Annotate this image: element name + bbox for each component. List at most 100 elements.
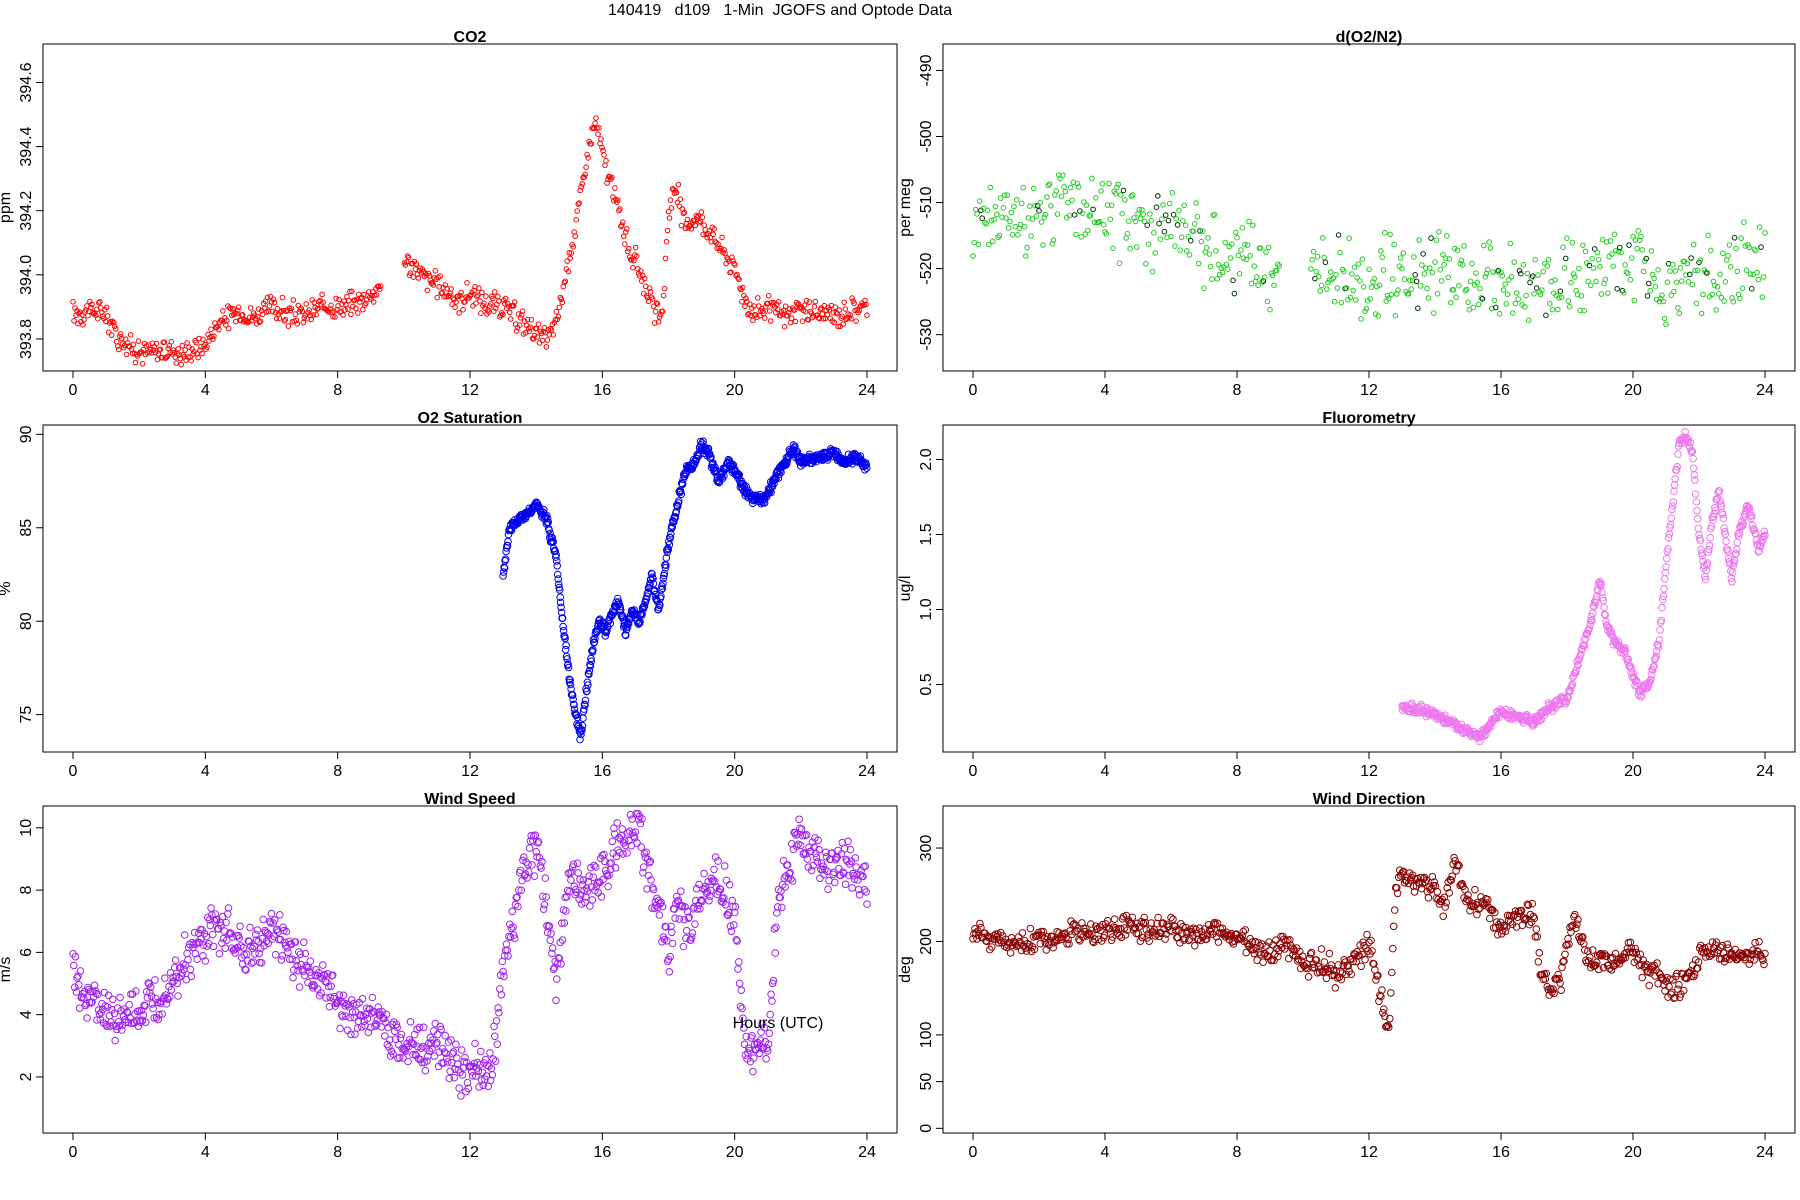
data-point (677, 196, 684, 202)
data-point (173, 360, 179, 366)
data-point (984, 207, 991, 214)
data-point (146, 988, 154, 997)
data-point (457, 1046, 466, 1054)
data-point (1714, 284, 1721, 290)
data-point (1207, 263, 1214, 270)
data-point (1748, 951, 1756, 959)
data-point (1545, 256, 1552, 263)
data-point (409, 1050, 417, 1059)
data-point (1690, 471, 1699, 479)
data-point (1498, 926, 1507, 935)
data-point (153, 340, 160, 347)
data-point (599, 144, 605, 151)
data-point (1668, 292, 1675, 299)
data-point (682, 934, 690, 943)
data-point (539, 892, 547, 901)
data-point (1746, 507, 1754, 516)
data-point (781, 323, 788, 330)
data-point (1508, 920, 1517, 929)
data-point (771, 476, 779, 484)
data-point (1673, 279, 1680, 286)
data-point (478, 310, 484, 317)
data-point (152, 349, 159, 356)
data-point (1688, 255, 1694, 261)
data-point (631, 257, 637, 264)
data-point (1557, 288, 1564, 295)
data-point (791, 307, 798, 313)
data-point (537, 864, 545, 872)
data-point (647, 876, 655, 884)
data-point (1728, 578, 1736, 586)
data-point (113, 1025, 121, 1034)
data-point (1319, 967, 1328, 976)
data-point (1269, 272, 1276, 279)
data-point (551, 547, 560, 555)
data-point (187, 354, 193, 360)
data-point (734, 965, 742, 973)
data-point (277, 956, 286, 964)
data-point (185, 354, 191, 360)
data-point (803, 855, 812, 864)
data-point (1120, 187, 1127, 194)
data-point (524, 860, 532, 869)
data-point (792, 842, 801, 851)
data-point (987, 184, 994, 191)
data-point (1227, 929, 1236, 938)
data-point (386, 1052, 395, 1060)
data-point (731, 902, 740, 911)
data-point (1441, 711, 1449, 720)
data-point (1760, 960, 1768, 969)
data-point (515, 886, 523, 894)
data-point (796, 304, 803, 311)
y-axis-label: deg (897, 956, 914, 983)
data-point (1548, 988, 1556, 997)
data-point (553, 975, 561, 983)
data-point (583, 164, 589, 170)
data-point (607, 859, 616, 867)
data-point (725, 880, 734, 889)
data-point (1745, 960, 1753, 968)
data-point (668, 939, 677, 948)
data-point (264, 939, 273, 948)
data-point (543, 514, 552, 523)
data-point (1335, 232, 1342, 238)
data-point (1547, 300, 1553, 307)
x-tick-label: 12 (461, 763, 479, 780)
data-point (560, 919, 569, 927)
data-point (1704, 270, 1710, 276)
data-point (151, 976, 159, 984)
data-point (457, 1092, 465, 1100)
data-point (527, 831, 536, 840)
data-point (809, 861, 818, 870)
data-point (1531, 291, 1537, 297)
data-point (1623, 658, 1632, 667)
y-tick-label: 75 (18, 706, 35, 724)
data-point (1078, 234, 1084, 240)
data-point (711, 226, 718, 232)
data-point (787, 875, 795, 883)
data-point (636, 617, 644, 626)
data-point (1085, 227, 1091, 234)
data-point (1499, 273, 1506, 279)
data-point (288, 955, 297, 964)
data-point (592, 120, 598, 126)
data-point (1430, 310, 1437, 316)
data-point (558, 919, 566, 928)
data-point (624, 619, 633, 628)
x-tick-label: 4 (201, 1144, 210, 1161)
data-point (328, 302, 334, 309)
data-point (783, 459, 791, 467)
data-point (1631, 944, 1640, 953)
data-point (1307, 948, 1316, 957)
data-point (295, 983, 304, 991)
data-point (178, 969, 186, 977)
data-point (1508, 273, 1515, 280)
data-point (706, 886, 715, 895)
data-point (691, 217, 698, 224)
data-point (569, 695, 577, 704)
data-point (860, 302, 866, 309)
data-point (1033, 213, 1040, 219)
data-point (975, 241, 982, 248)
data-point (1110, 915, 1119, 924)
